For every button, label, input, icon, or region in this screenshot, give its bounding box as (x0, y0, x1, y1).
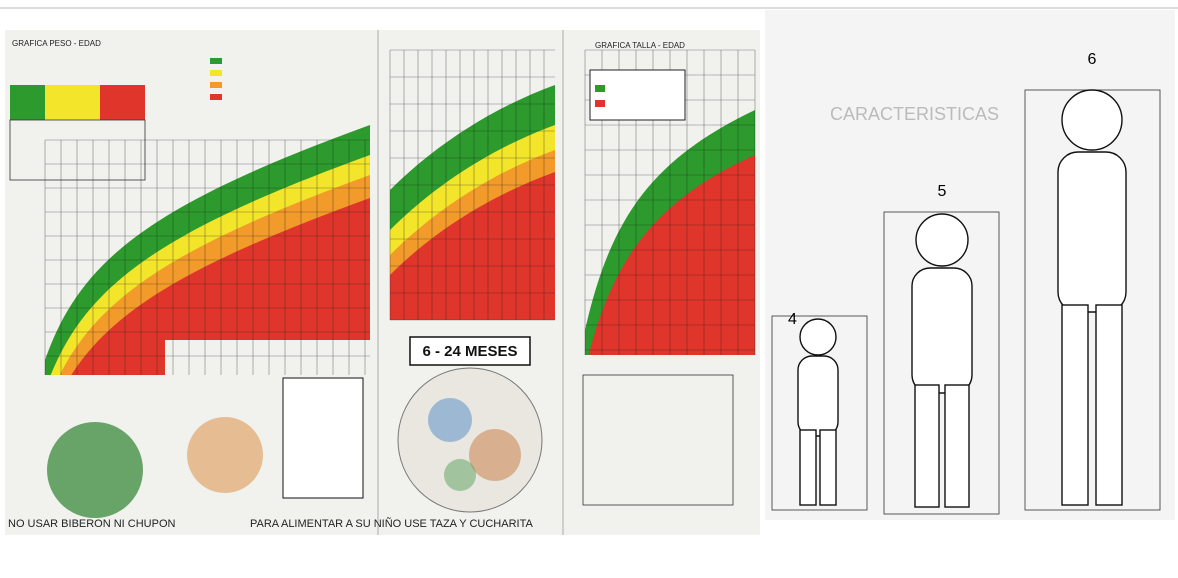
age-label: 6 - 24 MESES (422, 343, 517, 360)
legend-red (100, 85, 145, 120)
legend-yellow (45, 85, 100, 120)
illustration-feeding (187, 417, 263, 493)
legend-box (590, 70, 685, 120)
chart-title: GRAFICA PESO - EDAD (12, 39, 101, 48)
legend-swatch (595, 100, 605, 107)
legend-green (10, 85, 45, 120)
food-illustration (469, 429, 521, 481)
legend-swatch (210, 94, 222, 100)
page: {"left_chart": {"title": "GRAFICA PESO -… (0, 0, 1178, 578)
illustration-mother (47, 422, 143, 518)
faded-heading: CARACTERISTICAS (830, 104, 999, 124)
food-illustration (428, 398, 472, 442)
figure-label: 6 (1088, 51, 1097, 68)
footer-left: NO USAR BIBERON NI CHUPON (8, 518, 176, 530)
food-illustration (444, 459, 476, 491)
legend-swatch (210, 70, 222, 76)
chart-title: GRAFICA TALLA - EDAD (595, 41, 685, 50)
food-circle (398, 368, 542, 512)
footer-right: PARA ALIMENTAR A SU NIÑO USE TAZA Y CUCH… (250, 517, 533, 530)
figure-label: 4 (788, 311, 797, 328)
figure-label: 5 (938, 183, 947, 200)
legend-swatch (210, 82, 222, 88)
legend-swatch (595, 85, 605, 92)
legend-swatch (210, 58, 222, 64)
screenshot: GRAFICA PESO - EDAD 6 - 24 MESES NO USAR… (0, 0, 1178, 578)
advice-box (283, 378, 363, 498)
